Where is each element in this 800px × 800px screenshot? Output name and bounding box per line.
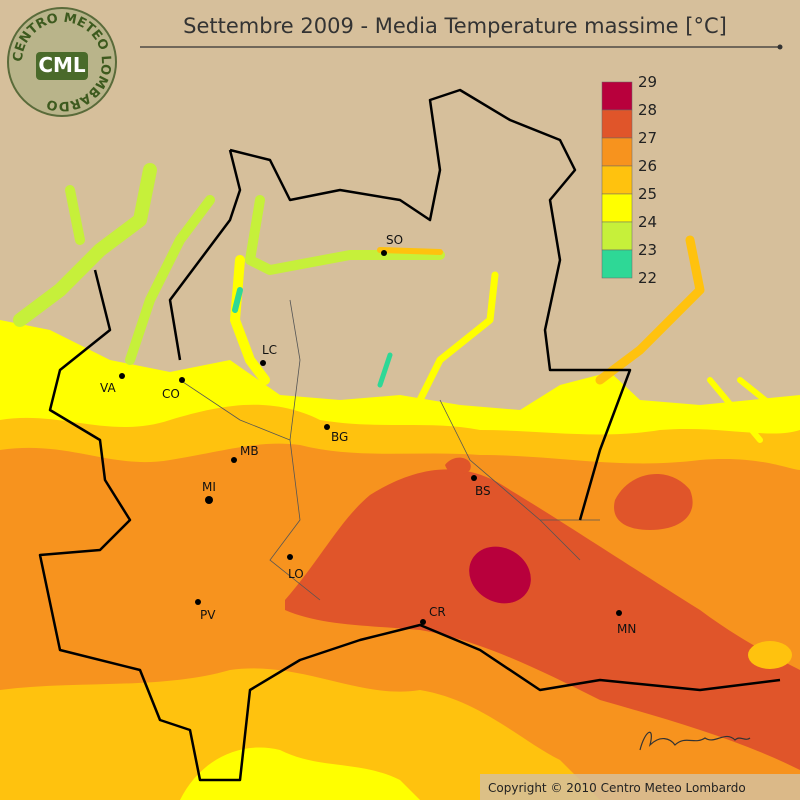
city-label: CO bbox=[162, 387, 180, 401]
city-dot bbox=[195, 599, 201, 605]
zone-27 bbox=[445, 457, 471, 475]
legend-swatch bbox=[601, 249, 633, 279]
legend-swatch bbox=[601, 109, 633, 139]
city-dot bbox=[231, 457, 237, 463]
city-dot bbox=[260, 360, 266, 366]
legend-swatch bbox=[601, 81, 633, 111]
city-dot bbox=[616, 610, 622, 616]
legend-swatch bbox=[601, 193, 633, 223]
zone-25 bbox=[0, 668, 600, 800]
footer-bar bbox=[480, 774, 800, 800]
city-label: LO bbox=[288, 567, 304, 581]
legend-label: 26 bbox=[638, 157, 657, 175]
city-label: MI bbox=[202, 480, 216, 494]
title: Settembre 2009 - Media Temperature massi… bbox=[183, 14, 727, 38]
legend-label: 22 bbox=[638, 269, 657, 287]
city-dot bbox=[420, 619, 426, 625]
zone-25 bbox=[748, 641, 792, 669]
province-borders bbox=[179, 299, 600, 601]
logo-box bbox=[36, 52, 88, 80]
city-dot bbox=[205, 496, 213, 504]
legend-swatch bbox=[601, 137, 633, 167]
legend-label: 28 bbox=[638, 101, 657, 119]
region-border bbox=[38, 88, 781, 782]
legend: 29 28 27 26 25 24 23 22 bbox=[601, 73, 657, 287]
zone-27 bbox=[614, 473, 693, 530]
rule-dot bbox=[777, 44, 783, 50]
legend-label: 25 bbox=[638, 185, 657, 203]
legend-swatch bbox=[601, 221, 633, 251]
zone-28 bbox=[469, 546, 531, 604]
legend-label: 27 bbox=[638, 129, 657, 147]
city-label: MN bbox=[617, 622, 636, 636]
cities: SO LC VA CO BG MB MI BS LO PV CR MN bbox=[100, 233, 636, 636]
city-label: LC bbox=[262, 343, 277, 357]
valleys bbox=[13, 163, 793, 443]
city-label: SO bbox=[386, 233, 403, 247]
legend-label: 24 bbox=[638, 213, 657, 231]
legend-label: 23 bbox=[638, 241, 657, 259]
zone-27 bbox=[285, 469, 800, 770]
signature bbox=[639, 731, 751, 751]
city-label: BS bbox=[475, 484, 491, 498]
copyright: Copyright © 2010 Centro Meteo Lombardo bbox=[488, 781, 746, 795]
zone-24 bbox=[180, 747, 420, 800]
city-dot bbox=[324, 424, 330, 430]
city-dot bbox=[119, 373, 125, 379]
city-label: CR bbox=[429, 605, 446, 619]
logo-initials: CML bbox=[38, 53, 86, 77]
city-dot bbox=[179, 377, 185, 383]
city-dot bbox=[287, 554, 293, 560]
city-label: BG bbox=[331, 430, 348, 444]
city-dot bbox=[471, 475, 477, 481]
city-label: PV bbox=[200, 608, 216, 622]
city-label: VA bbox=[100, 381, 116, 395]
city-label: MB bbox=[240, 444, 259, 458]
city-dot bbox=[381, 250, 387, 256]
legend-label: 29 bbox=[638, 73, 657, 91]
legend-swatch bbox=[601, 165, 633, 195]
logo: CENTRO METEO LOMBARDO CML bbox=[7, 7, 117, 117]
